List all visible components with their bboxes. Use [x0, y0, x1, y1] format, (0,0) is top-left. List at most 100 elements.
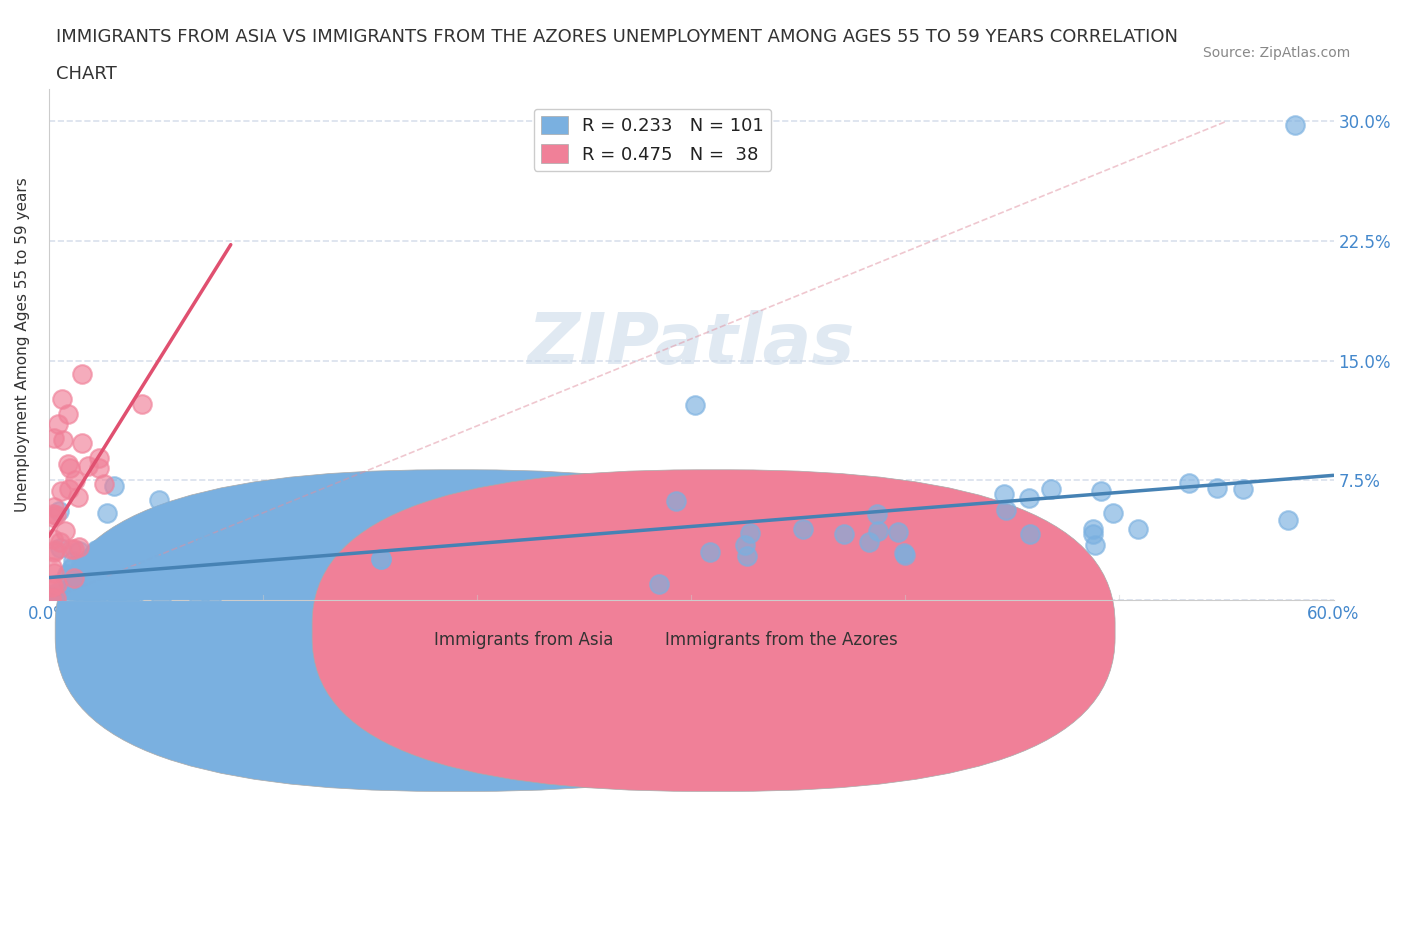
Point [699, 544, 721, 559]
Point [121, 569, 143, 584]
Point [131, 397, 153, 412]
Point [84, 563, 107, 578]
Point [1232, 482, 1254, 497]
Point [59, 460, 82, 475]
Point [1040, 482, 1063, 497]
Point [740, 525, 762, 540]
Point [893, 548, 915, 563]
Point [118, 589, 141, 604]
Point [858, 535, 880, 550]
Point [86, 575, 108, 590]
Point [665, 493, 688, 508]
Point [53, 524, 76, 538]
Point [893, 545, 915, 560]
Point [87, 556, 110, 571]
Point [1081, 526, 1104, 541]
Point [46, 588, 69, 603]
Point [67, 540, 90, 555]
Point [148, 573, 170, 588]
Point [80, 587, 103, 602]
Point [96, 505, 118, 520]
Point [1277, 513, 1299, 528]
Point [647, 577, 669, 591]
Point [84, 542, 107, 557]
Point [370, 552, 392, 567]
Point [94, 591, 117, 605]
Point [110, 570, 132, 585]
Y-axis label: Unemployment Among Ages 55 to 59 years: Unemployment Among Ages 55 to 59 years [15, 178, 30, 512]
Point [41, 560, 63, 575]
Point [866, 524, 889, 538]
Point [83, 569, 105, 584]
Point [42, 507, 65, 522]
Point [122, 545, 145, 560]
Point [685, 398, 707, 413]
Point [1018, 490, 1040, 505]
Point [48, 503, 70, 518]
Point [1126, 522, 1149, 537]
Point [73, 589, 96, 604]
Point [229, 557, 252, 572]
Point [53, 591, 76, 605]
Point [100, 549, 122, 564]
Point [832, 526, 855, 541]
Point [1102, 506, 1125, 521]
Point [62, 559, 84, 574]
Point [134, 569, 156, 584]
Point [162, 518, 184, 533]
Point [59, 583, 82, 598]
Point [66, 565, 89, 579]
Point [63, 542, 86, 557]
Point [217, 572, 239, 587]
FancyBboxPatch shape [55, 470, 858, 791]
Point [45, 591, 67, 605]
Point [70, 556, 93, 571]
Point [59, 542, 82, 557]
Text: Immigrants from Asia: Immigrants from Asia [434, 631, 614, 648]
Point [65, 472, 87, 487]
Point [1019, 526, 1042, 541]
Point [58, 482, 80, 497]
Point [86, 543, 108, 558]
Point [112, 575, 135, 590]
Point [93, 477, 115, 492]
Text: Immigrants from the Azores: Immigrants from the Azores [665, 631, 897, 648]
Point [866, 507, 889, 522]
Point [792, 522, 814, 537]
Point [51, 392, 73, 406]
Point [42, 591, 65, 605]
FancyBboxPatch shape [312, 470, 1115, 791]
Point [103, 534, 125, 549]
Point [139, 553, 162, 568]
Point [42, 565, 65, 580]
Point [200, 591, 222, 605]
Point [69, 563, 91, 578]
Point [1081, 522, 1104, 537]
Text: IMMIGRANTS FROM ASIA VS IMMIGRANTS FROM THE AZORES UNEMPLOYMENT AMONG AGES 55 TO: IMMIGRANTS FROM ASIA VS IMMIGRANTS FROM … [56, 28, 1178, 46]
Point [284, 564, 307, 578]
Point [135, 546, 157, 561]
Point [187, 591, 209, 605]
Text: CHART: CHART [56, 65, 117, 83]
Point [42, 578, 65, 593]
Point [55, 571, 77, 586]
Text: Source: ZipAtlas.com: Source: ZipAtlas.com [1202, 46, 1350, 60]
Point [1178, 476, 1201, 491]
Point [42, 544, 65, 559]
Point [42, 431, 65, 445]
Point [49, 534, 72, 549]
Point [45, 585, 67, 600]
Point [44, 543, 66, 558]
Point [42, 510, 65, 525]
Point [149, 591, 172, 605]
Point [103, 479, 125, 494]
Point [887, 525, 910, 539]
Point [1206, 481, 1229, 496]
Point [86, 571, 108, 586]
Point [209, 561, 232, 576]
Text: ZIPatlas: ZIPatlas [527, 311, 855, 379]
Point [46, 417, 69, 432]
Point [1084, 538, 1107, 552]
Point [72, 435, 94, 450]
Point [45, 508, 67, 523]
